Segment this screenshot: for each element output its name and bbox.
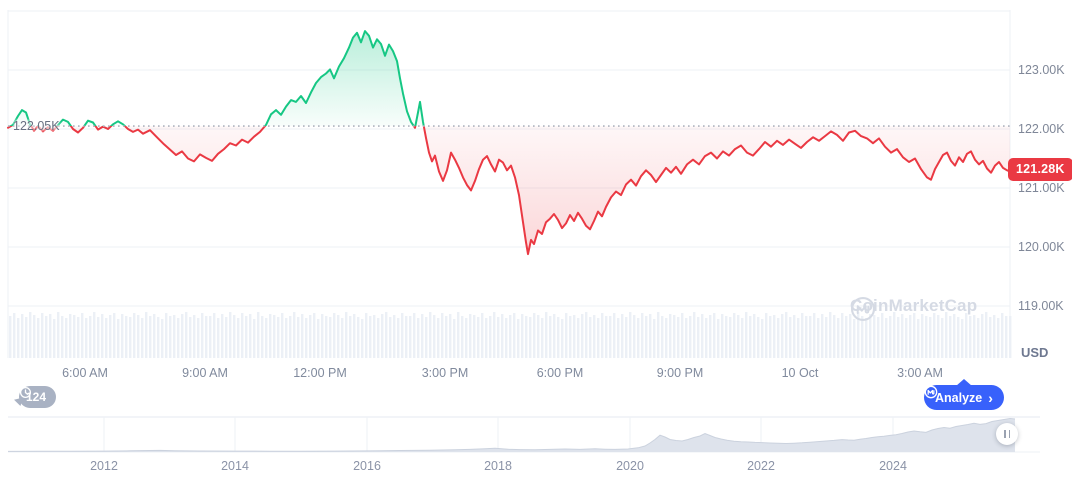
y-axis-tick-label: 119.00K [1018,299,1064,313]
current-price-badge: 121.28K [1008,158,1072,181]
history-count: 124 [26,390,47,404]
x-axis-tick-label: 6:00 AM [62,366,108,380]
x-axis-tick-label: 10 Oct [781,366,819,380]
timeline-year-label: 2018 [484,459,512,473]
baseline-price-label: 122.05K [13,119,60,133]
coinmarketcap-logo-icon [924,385,938,399]
main-price-chart[interactable] [0,0,1072,380]
y-axis-tick-label: 122.00K [1018,122,1065,136]
timeline-year-label: 2014 [221,459,249,473]
x-axis-tick-label: 12:00 PM [293,366,347,380]
history-clock-icon [19,386,32,399]
history-count-badge[interactable]: 124 [19,386,57,408]
x-axis-tick-label: 9:00 PM [656,366,704,380]
timeline-year-label: 2022 [747,459,775,473]
timeline-year-label: 2012 [90,459,118,473]
chevron-right-icon: › [988,389,993,406]
timeline-year-label: 2024 [879,459,907,473]
timeline-year-label: 2020 [616,459,644,473]
x-axis-tick-label: 3:00 PM [421,366,469,380]
analyze-button-label: Analyze [935,390,983,405]
y-axis-unit-label: USD [1021,345,1049,360]
x-axis-tick-label: 6:00 PM [536,366,584,380]
timeline-year-label: 2016 [353,459,381,473]
range-selector-handle[interactable] [996,423,1018,445]
y-axis-tick-label: 120.00K [1018,240,1065,254]
x-axis-tick-label: 3:00 AM [897,366,943,380]
timeline-overview-chart[interactable] [0,410,1072,460]
x-axis-tick-label: 9:00 AM [182,366,228,380]
y-axis-tick-label: 121.00K [1018,181,1065,195]
y-axis-tick-label: 123.00K [1018,63,1065,77]
analyze-button[interactable]: Analyze › [924,379,1004,410]
